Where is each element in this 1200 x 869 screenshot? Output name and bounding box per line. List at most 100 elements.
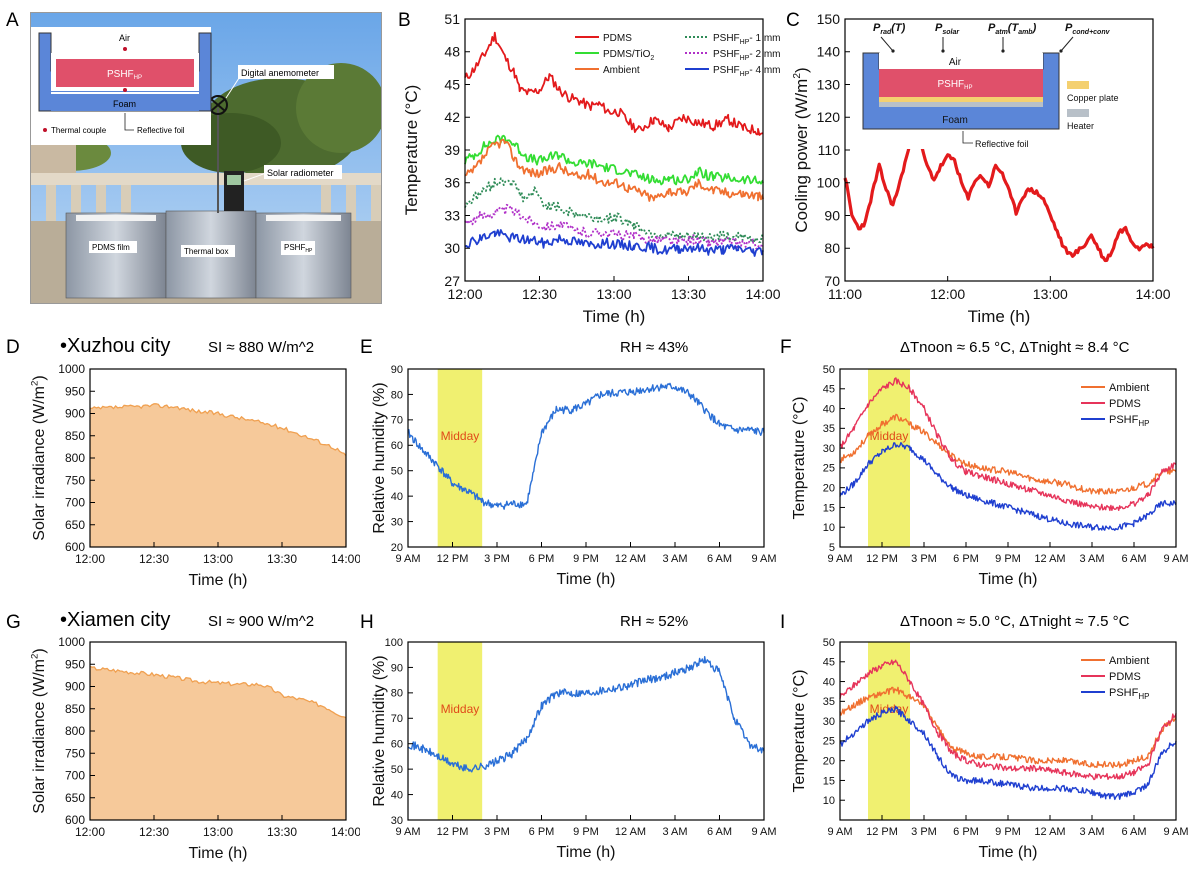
y-tick-label: 42 bbox=[444, 109, 460, 125]
inset-foil-callout bbox=[962, 131, 973, 144]
panel-letter-a: A bbox=[6, 10, 19, 31]
y-tick-label: 70 bbox=[391, 415, 403, 427]
inset-power-label: Patm(Tamb) bbox=[988, 22, 1037, 36]
legend-label: Ambient bbox=[1109, 655, 1149, 667]
midday-label: Midday bbox=[441, 702, 480, 716]
box-pshf-label: PSHFHP bbox=[284, 243, 313, 254]
box-pdms-label: PDMS film bbox=[92, 243, 130, 252]
inset-arrow-head bbox=[1001, 49, 1005, 53]
y-tick-label: 50 bbox=[391, 764, 403, 776]
inset-air-label: Air bbox=[119, 33, 130, 43]
legend-label: Ambient bbox=[1109, 382, 1149, 394]
y-tick-label: 27 bbox=[444, 273, 460, 289]
x-tick-label: 9 AM bbox=[1163, 553, 1188, 565]
y-tick-label: 900 bbox=[65, 407, 85, 421]
x-tick-label: 9 AM bbox=[751, 553, 776, 565]
legend-label: PDMS/TiO2 bbox=[603, 49, 654, 62]
x-tick-label: 12:30 bbox=[139, 552, 169, 566]
y-tick-label: 50 bbox=[823, 637, 835, 649]
y-tick-label: 35 bbox=[823, 696, 835, 708]
y-tick-label: 30 bbox=[823, 716, 835, 728]
y-tick-label: 650 bbox=[65, 518, 85, 532]
x-tick-label: 12 PM bbox=[437, 553, 469, 565]
inset-sample-label: PSHFHP bbox=[107, 69, 142, 81]
box-thermal-label: Thermal box bbox=[184, 247, 228, 256]
y-tick-label: 60 bbox=[391, 440, 403, 452]
legend-label: PDMS bbox=[1109, 671, 1141, 683]
x-tick-label: 9 PM bbox=[995, 553, 1021, 565]
legend-label: PSHFHP bbox=[1109, 687, 1149, 701]
series-line-pshf-hp-2-mm bbox=[464, 203, 764, 251]
y-tick-label: 90 bbox=[391, 364, 403, 376]
y-tick-label: 60 bbox=[391, 739, 403, 751]
y-tick-label: 150 bbox=[817, 11, 841, 27]
series-line-pshf-hp bbox=[839, 442, 1177, 531]
y-axis-label: Temperature (°C) bbox=[402, 85, 421, 216]
x-axis-label: Time (h) bbox=[189, 845, 248, 862]
y-tick-label: 33 bbox=[444, 207, 460, 223]
x-tick-label: 9 PM bbox=[573, 826, 599, 838]
x-tick-label: 12 PM bbox=[437, 826, 469, 838]
xuzhou-city-title: •Xuzhou city bbox=[60, 335, 170, 357]
y-tick-label: 90 bbox=[391, 662, 403, 674]
series-line-pdms bbox=[839, 659, 1177, 781]
inset-air-gap bbox=[879, 53, 1043, 69]
y-tick-label: 10 bbox=[823, 522, 835, 534]
y-tick-label: 800 bbox=[65, 724, 85, 738]
x-tick-label: 12 AM bbox=[615, 553, 646, 565]
chart-c-cooling-power: 11:00 12:00 13:00 14:00 70 80 90 100 110 120 130 14… bbox=[792, 11, 1171, 326]
x-axis-label: Time (h) bbox=[557, 571, 616, 588]
series-line-ambient bbox=[464, 138, 764, 202]
y-axis-label: Relative humidity (%) bbox=[371, 382, 388, 533]
x-tick-label: 13:00 bbox=[1033, 286, 1068, 302]
x-tick-label: 12 PM bbox=[866, 553, 898, 565]
y-tick-label: 900 bbox=[65, 680, 85, 694]
x-tick-label: 3 PM bbox=[484, 553, 510, 565]
y-tick-label: 100 bbox=[385, 637, 403, 649]
x-tick-label: 9 PM bbox=[573, 553, 599, 565]
x-axis-label: Time (h) bbox=[557, 844, 616, 861]
midday-band bbox=[868, 369, 910, 547]
x-tick-label: 6 PM bbox=[529, 826, 555, 838]
chart-e-plot: Midday 9 AM 12 PM 3 PM 6 PM 9 PM 12 AM 3 AM 6 AM… bbox=[371, 364, 777, 588]
x-tick-label: 9 PM bbox=[995, 826, 1021, 838]
y-tick-label: 51 bbox=[444, 11, 460, 27]
x-tick-label: 14:00 bbox=[331, 552, 360, 566]
y-tick-label: 30 bbox=[444, 240, 460, 256]
y-tick-label: 1000 bbox=[58, 362, 85, 376]
chart-e-xuzhou-humidity: Midday 9 AM 12 PM 3 PM 6 PM 9 PM 12 AM 3 AM 6 AM… bbox=[371, 364, 777, 588]
inset-foil-label: Reflective foil bbox=[975, 139, 1029, 149]
y-tick-label: 25 bbox=[823, 463, 835, 475]
series-line-ambient bbox=[839, 413, 1177, 495]
x-tick-label: 9 AM bbox=[395, 826, 420, 838]
area-fill bbox=[90, 666, 346, 820]
y-tick-label: 850 bbox=[65, 429, 85, 443]
inset-sample-layer bbox=[879, 69, 1043, 97]
legend: Ambient PDMS PSHFHP bbox=[1081, 655, 1149, 701]
x-tick-label: 13:30 bbox=[267, 552, 297, 566]
x-tick-label: 13:00 bbox=[203, 552, 233, 566]
y-tick-label: 35 bbox=[823, 423, 835, 435]
x-axis-label: Time (h) bbox=[583, 307, 646, 326]
legend-label: PSHFHP- 2 mm bbox=[713, 49, 780, 62]
series-line-pshf-hp bbox=[839, 705, 1177, 801]
chart-h-plot: Midday 9 AM 12 PM 3 PM 6 PM 9 PM 12 AM 3 AM 6 AM… bbox=[371, 637, 777, 861]
x-tick-label: 3 PM bbox=[484, 826, 510, 838]
y-axis-label: Relative humidity (%) bbox=[371, 655, 388, 806]
inset-sample-label: PSHFHP bbox=[937, 79, 972, 91]
y-tick-label: 110 bbox=[818, 142, 841, 158]
x-tick-label: 6 PM bbox=[529, 553, 555, 565]
y-axis-label: Solar irradiance (W/m2) bbox=[30, 648, 48, 813]
y-tick-label: 30 bbox=[391, 516, 403, 528]
y-tick-label: 40 bbox=[823, 403, 835, 415]
y-tick-label: 950 bbox=[65, 657, 85, 671]
y-tick-label: 750 bbox=[65, 746, 85, 760]
y-tick-label: 80 bbox=[391, 688, 403, 700]
y-tick-label: 25 bbox=[823, 736, 835, 748]
y-tick-label: 700 bbox=[65, 769, 85, 783]
x-tick-label: 12 AM bbox=[1034, 553, 1065, 565]
y-tick-label: 36 bbox=[444, 175, 460, 191]
x-axis-label: Time (h) bbox=[979, 844, 1038, 861]
photo-illustration: Digital anemometer Solar radiometer PDMS… bbox=[31, 13, 381, 303]
xuzhou-rh-label: RH ≈ 43% bbox=[620, 339, 688, 356]
